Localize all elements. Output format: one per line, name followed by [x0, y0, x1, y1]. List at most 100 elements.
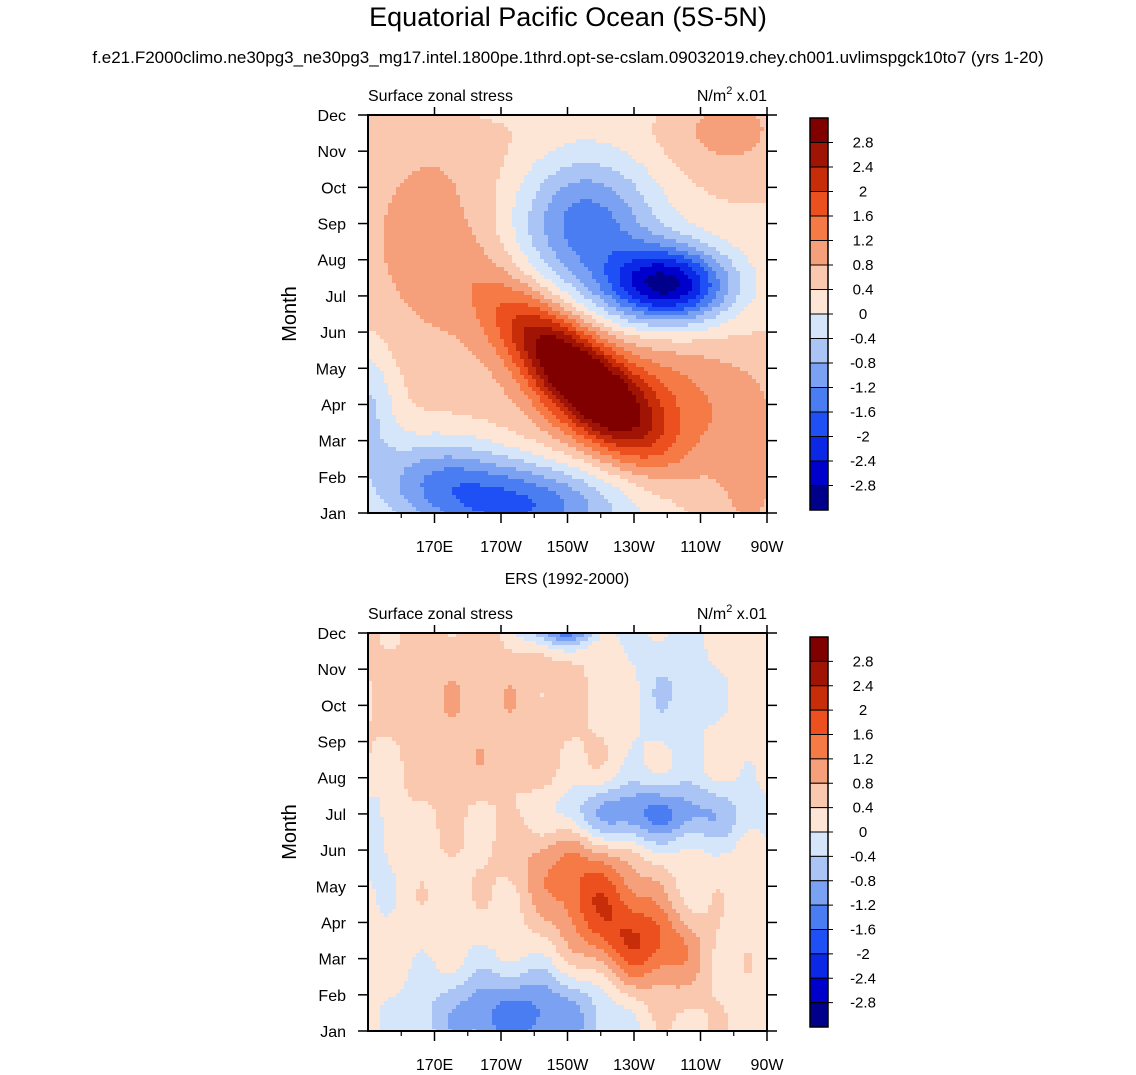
colorbar-box [810, 759, 828, 783]
colorbar-label: 1.2 [853, 751, 874, 768]
colorbar-box [810, 686, 828, 710]
colorbar-box [810, 783, 828, 807]
panel-2: JanFebMarAprMayJunJulAugSepOctNovDec170E… [279, 571, 876, 1074]
y-tick-label: May [316, 879, 346, 896]
colorbar-label: -2.4 [850, 453, 876, 470]
colorbar-box [810, 167, 828, 192]
x-tick-label: 90W [751, 1057, 785, 1074]
left-label: Surface zonal stress [368, 606, 513, 623]
y-tick-label: Oct [321, 180, 346, 197]
colorbar-box [810, 118, 828, 143]
colorbar-box [810, 1003, 828, 1027]
colorbar-box [810, 710, 828, 734]
y-tick-label: Sep [318, 735, 347, 752]
x-tick-label: 150W [547, 1057, 590, 1074]
colorbar-label: 1.6 [853, 208, 874, 225]
y-tick-label: Apr [321, 915, 347, 932]
colorbar-label: -2.8 [850, 478, 876, 495]
colorbar-label: 2 [859, 702, 867, 719]
colorbar-box [810, 978, 828, 1002]
colorbar-box [810, 808, 828, 832]
colorbar-label: -1.6 [850, 404, 876, 421]
colorbar-box [810, 832, 828, 856]
colorbar-box [810, 192, 828, 217]
colorbar-box [810, 930, 828, 954]
colorbar-box [810, 241, 828, 266]
y-tick-label: Jun [320, 843, 346, 860]
colorbar-label: 1.2 [853, 233, 874, 250]
colorbar-box [810, 486, 828, 511]
colorbar-box [810, 388, 828, 413]
colorbar-label: -1.2 [850, 897, 876, 914]
colorbar-box [810, 216, 828, 241]
colorbar-label: -0.8 [850, 873, 876, 890]
y-axis-label: Month [279, 804, 301, 860]
colorbar-label: 2.8 [853, 653, 874, 670]
x-tick-label: 130W [613, 539, 656, 556]
colorbar-box [810, 735, 828, 759]
colorbar-box [810, 661, 828, 685]
x-tick-label: 110W [680, 539, 722, 556]
colorbar-box [810, 461, 828, 486]
colorbar-label: -0.4 [850, 331, 876, 348]
y-tick-label: Feb [318, 470, 346, 487]
colorbar-label: 0.4 [853, 282, 874, 299]
colorbar-box [810, 363, 828, 388]
y-tick-label: Mar [318, 434, 346, 451]
colorbar-label: 2 [859, 184, 867, 201]
colorbar-label: -2 [856, 946, 869, 963]
colorbar-label: 2.4 [853, 159, 874, 176]
x-tick-label: 170W [480, 539, 523, 556]
colorbar-label: -2.4 [850, 970, 876, 987]
y-tick-label: Oct [321, 698, 346, 715]
colorbar-box [810, 881, 828, 905]
left-label: Surface zonal stress [368, 88, 513, 105]
panel-1: JanFebMarAprMayJunJulAugSepOctNovDec170E… [279, 85, 876, 556]
y-axis-label: Month [279, 286, 301, 342]
colorbar-label: 2.8 [853, 135, 874, 152]
colorbar-label: -2 [856, 429, 869, 446]
y-tick-label: Jul [326, 289, 346, 306]
y-tick-label: Nov [318, 144, 346, 161]
panel-title: ERS (1992-2000) [505, 571, 630, 588]
colorbar-box [810, 339, 828, 364]
x-tick-label: 170E [416, 1057, 453, 1074]
colorbar-box [810, 905, 828, 929]
colorbar-label: -1.6 [850, 922, 876, 939]
y-tick-label: Feb [318, 988, 346, 1005]
x-tick-label: 90W [751, 539, 785, 556]
colorbar-box [810, 143, 828, 168]
colorbar-box [810, 265, 828, 290]
colorbar-box [810, 290, 828, 315]
colorbar-label: 0.8 [853, 257, 874, 274]
colorbar-label: 1.6 [853, 727, 874, 744]
x-tick-label: 170W [480, 1057, 523, 1074]
y-tick-label: Sep [318, 217, 347, 234]
colorbar-box [810, 856, 828, 880]
colorbar-label: -0.8 [850, 355, 876, 372]
colorbar-box [810, 437, 828, 462]
y-tick-label: Apr [321, 397, 347, 414]
colorbar-label: 2.4 [853, 678, 874, 695]
colorbar-label: 0 [859, 824, 867, 841]
colorbar-label: 0.8 [853, 775, 874, 792]
x-tick-label: 110W [680, 1057, 722, 1074]
colorbar-box [810, 954, 828, 978]
y-tick-label: Mar [318, 952, 346, 969]
y-tick-label: Nov [318, 662, 346, 679]
right-label: N/m2 x.01 [697, 85, 767, 105]
colorbar: 2.8 2.4 2 1.6 1.2 0.8 0.4 0 -0.4 -0.8 -1.2 -1.6 -2 -2… [810, 637, 876, 1027]
colorbar-label: 0.4 [853, 800, 874, 817]
x-tick-label: 150W [547, 539, 590, 556]
y-tick-label: Dec [318, 108, 346, 125]
colorbar-box [810, 412, 828, 437]
y-tick-label: Dec [318, 626, 346, 643]
contour-field [368, 633, 767, 1031]
colorbar-label: -0.4 [850, 848, 876, 865]
colorbar: 2.82.421.61.20.80.40-0.4-0.8-1.2-1.6-2-2… [810, 118, 876, 510]
y-tick-label: Jan [320, 506, 346, 523]
y-tick-label: Jan [320, 1024, 346, 1041]
contour-field [368, 115, 767, 513]
y-tick-label: Aug [318, 253, 346, 270]
